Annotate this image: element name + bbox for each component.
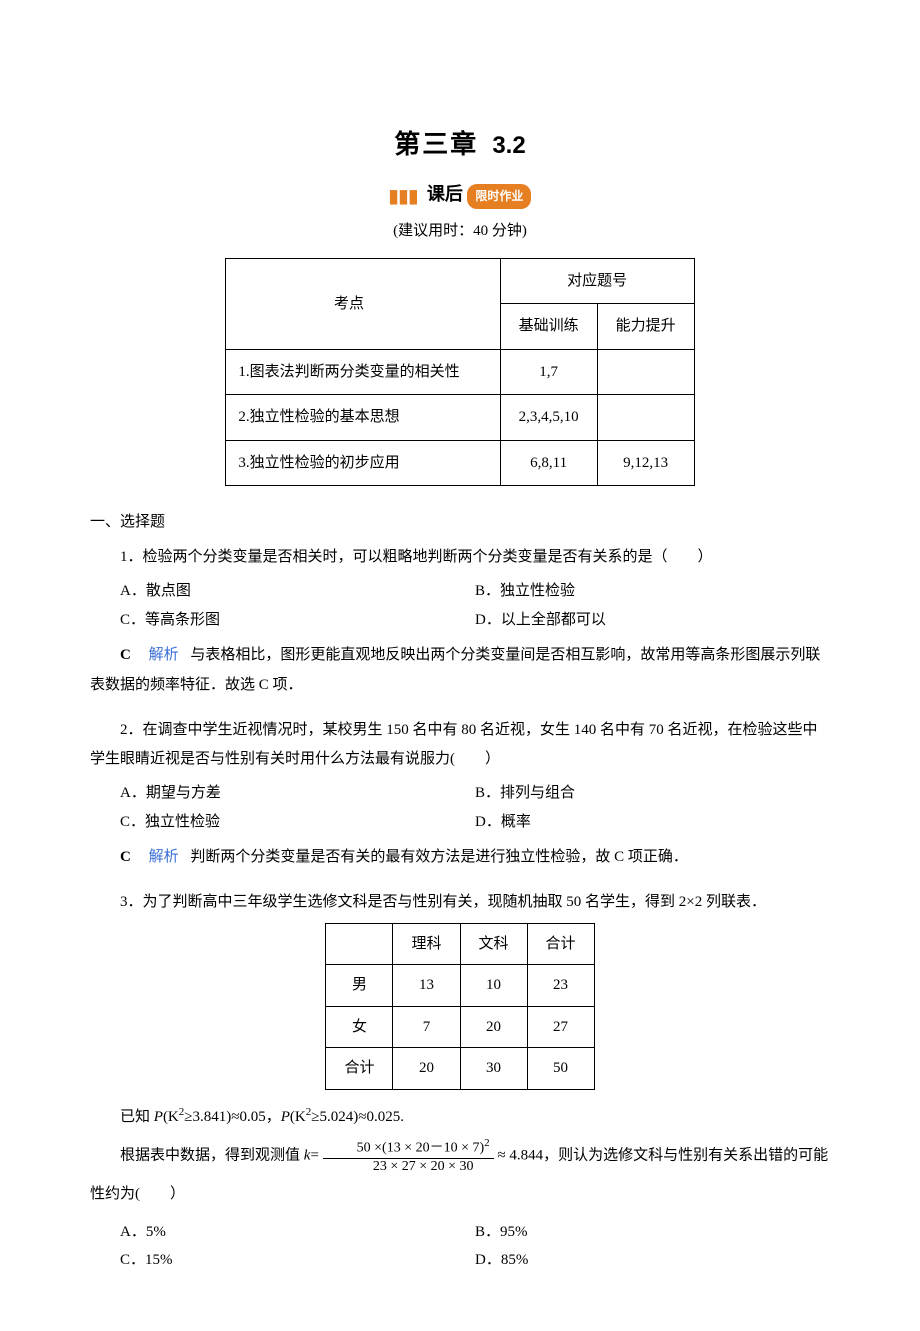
sym: P [154,1109,163,1125]
cell: 23 [527,965,594,1007]
q1-stem: 1．检验两个分类变量是否相关时，可以粗略地判断两个分类变量是否有关系的是（ ） [90,543,830,572]
cell: 文科 [460,923,527,965]
q3-table: 理科 文科 合计 男 13 10 23 女 7 20 27 合计 20 30 5… [325,923,594,1090]
cell: 7 [393,1006,460,1048]
cell [326,923,393,965]
bars-icon: ▮▮▮ [389,179,419,213]
q3-opt-c: C．15% [120,1246,475,1275]
chapter-label: 第三章 [394,129,478,159]
txt: 已知 [120,1109,154,1125]
table-row: 2.独立性检验的基本思想 2,3,4,5,10 [226,395,694,441]
cell: 理科 [393,923,460,965]
cell: 女 [326,1006,393,1048]
q2-opt-b: B．排列与组合 [475,779,830,808]
frac-den: 23 × 27 × 20 × 30 [323,1159,494,1176]
sym: P [281,1109,290,1125]
analysis-label: 解析 [149,848,179,865]
q3-intro: 3．为了判断高中三年级学生选修文科是否与性别有关，现随机抽取 50 名学生，得到… [90,888,830,917]
cell: 20 [393,1048,460,1090]
cell: 20 [460,1006,527,1048]
th-improve: 能力提升 [597,304,694,350]
q1-opt-b: B．独立性检验 [475,577,830,606]
cell [597,349,694,395]
section-heading: 一、选择题 [90,508,830,537]
q3-opt-d: D．85% [475,1246,830,1275]
q1-opt-a: A．散点图 [120,577,475,606]
q2-ans-text: 判断两个分类变量是否有关的最有效方法是进行独立性检验，故 C 项正确． [190,849,688,865]
txt: (K2≥5.024)≈0.025. [290,1109,404,1125]
q1-options: A．散点图 B．独立性检验 C．等高条形图 D．以上全部都可以 [90,577,830,634]
analysis-label: 解析 [149,646,179,663]
fraction: 50 ×(13 × 20－10 × 7)2 23 × 27 × 20 × 30 [323,1137,494,1175]
q2-options: A．期望与方差 B．排列与组合 C．独立性检验 D．概率 [90,779,830,836]
cell: 男 [326,965,393,1007]
table-row: 1.图表法判断两分类变量的相关性 1,7 [226,349,694,395]
subtitle: ▮▮▮ 课后 限时作业 [90,177,830,213]
topic-name: 3.独立性检验的初步应用 [226,440,500,486]
topic-name: 1.图表法判断两分类变量的相关性 [226,349,500,395]
cell: 10 [460,965,527,1007]
cell: 合计 [326,1048,393,1090]
q2-opt-d: D．概率 [475,808,830,837]
cell: 2,3,4,5,10 [500,395,597,441]
q3-formula-line: 根据表中数据，得到观测值 k= 50 ×(13 × 20－10 × 7)2 23… [90,1137,830,1211]
q3-opt-b: B．95% [475,1218,830,1247]
txt: 根据表中数据，得到观测值 [120,1148,304,1164]
section-number: 3.2 [492,132,525,159]
th-group: 对应题号 [500,258,694,304]
subtitle-prefix: 课后 [427,184,463,204]
cell [597,395,694,441]
txt: (K2≥3.841)≈0.05， [163,1109,281,1125]
q1-ans-text: 与表格相比，图形更能直观地反映出两个分类变量间是否相互影响，故常用等高条形图展示… [90,647,820,693]
q2-ans-letter: C [120,849,131,865]
th-basic: 基础训练 [500,304,597,350]
cell: 50 [527,1048,594,1090]
advice-time: (建议用时：40 分钟) [90,217,830,246]
q2-opt-c: C．独立性检验 [120,808,475,837]
cell: 6,8,11 [500,440,597,486]
cell: 1,7 [500,349,597,395]
q3-options: A．5% B．95% C．15% D．85% [90,1218,830,1275]
th-topic: 考点 [226,258,500,349]
cell: 9,12,13 [597,440,694,486]
topic-table: 考点 对应题号 基础训练 能力提升 1.图表法判断两分类变量的相关性 1,7 2… [225,258,694,487]
subtitle-badge: 限时作业 [467,184,531,209]
q3-opt-a: A．5% [120,1218,475,1247]
q1-opt-c: C．等高条形图 [120,606,475,635]
q3-known: 已知 P(K2≥3.841)≈0.05，P(K2≥5.024)≈0.025. [90,1102,830,1132]
topic-name: 2.独立性检验的基本思想 [226,395,500,441]
table-row: 3.独立性检验的初步应用 6,8,11 9,12,13 [226,440,694,486]
q1-answer: C 解析 与表格相比，图形更能直观地反映出两个分类变量间是否相互影响，故常用等高… [90,640,830,700]
q2-opt-a: A．期望与方差 [120,779,475,808]
q1-opt-d: D．以上全部都可以 [475,606,830,635]
q2-answer: C 解析 判断两个分类变量是否有关的最有效方法是进行独立性检验，故 C 项正确． [90,842,830,872]
page-title: 第三章 3.2 [90,120,830,169]
cell: 27 [527,1006,594,1048]
sym: k [304,1148,311,1164]
cell: 合计 [527,923,594,965]
frac-num: 50 ×(13 × 20－10 × 7)2 [323,1137,494,1158]
q2-stem: 2．在调查中学生近视情况时，某校男生 150 名中有 80 名近视，女生 140… [90,716,830,773]
cell: 13 [393,965,460,1007]
cell: 30 [460,1048,527,1090]
q1-ans-letter: C [120,647,131,663]
